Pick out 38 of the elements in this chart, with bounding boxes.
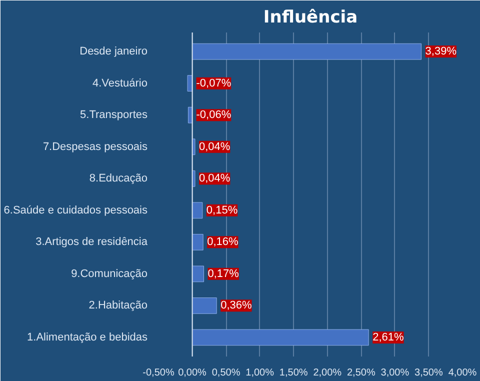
y-tick-label: 5.Transportes (80, 109, 148, 122)
x-tick-label: 3,50% (414, 368, 444, 378)
y-tick-label: 3.Artigos de residência (36, 236, 148, 248)
bar (192, 266, 204, 282)
x-tick-label: 2,00% (313, 368, 342, 378)
bar (192, 329, 369, 346)
chart-title: Influência (263, 8, 358, 28)
data-label: 0,04% (198, 172, 230, 185)
y-tick-label: 6.Saúde e cuidados pessoais (4, 204, 148, 216)
data-label: -0,06% (196, 109, 232, 122)
bar (192, 43, 422, 60)
data-label: 0,04% (198, 140, 230, 153)
bar (192, 234, 204, 250)
y-tick-label: 1.Alimentação e bebidas (27, 331, 148, 344)
data-label: 0,36% (220, 300, 252, 312)
y-tick-label: 2.Habitação (88, 300, 148, 312)
bar (192, 202, 203, 219)
y-tick-label: 8.Educação (89, 172, 148, 185)
bar (192, 297, 217, 314)
data-label: 3,39% (425, 46, 457, 58)
y-tick-label: 9.Comunicação (71, 268, 148, 280)
x-tick-label: 4,00% (448, 368, 477, 378)
x-tick-label: 1,50% (279, 368, 308, 378)
x-tick-label: 2,50% (346, 368, 376, 378)
x-tick-label: 0,50% (212, 368, 240, 378)
y-tick-label: 4.Vestuário (92, 77, 148, 90)
data-label: 2,61% (372, 331, 404, 344)
x-tick-label: 0,00% (178, 368, 207, 378)
data-label: -0,07% (196, 77, 232, 90)
x-tick-label: -0,50% (142, 368, 174, 378)
x-tick-label: 1,00% (246, 368, 274, 378)
data-label: 0,15% (206, 204, 238, 216)
y-tick-label: Desde janeiro (80, 46, 148, 58)
data-label: 0,17% (208, 268, 240, 280)
x-tick-label: 3,00% (380, 368, 410, 378)
bar (187, 75, 193, 92)
data-label: 0,16% (207, 236, 238, 248)
y-tick-label: 7.Despesas pessoais (42, 140, 148, 153)
